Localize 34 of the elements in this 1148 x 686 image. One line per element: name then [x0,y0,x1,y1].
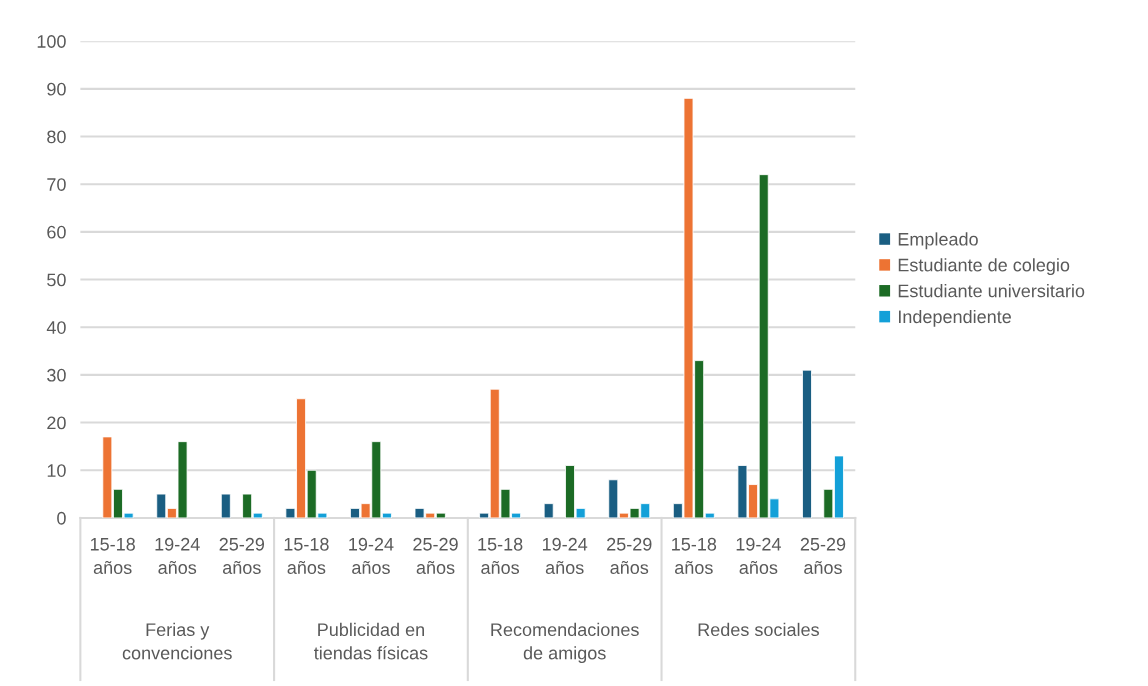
bar [802,369,812,518]
text: Recomendaciones de amigos [491,622,639,664]
legend-label: Estudiante universitario [898,284,1085,298]
legend-label: Empleado [898,232,978,250]
x-tick-label: 25-29 años [607,537,652,575]
x-tick-label: 15-18 años [90,537,135,575]
x-tick-label: 15-18 años [672,537,717,575]
text: Ferias y convenciones [122,622,232,660]
y-tick-label: 20 [47,416,66,430]
y-tick-label: 40 [46,321,66,334]
x-tick-label: 25-29 años [800,537,846,575]
x-tick-label: 25-29 años [219,537,265,575]
x-tick-label: 25-29 años [413,537,458,575]
y-tick-label: 70 [47,178,66,191]
bar [543,503,554,518]
x-tick-label: 19-24 años [736,537,781,575]
y-tick-label: 90 [47,82,66,96]
y-tick-label: 100 [37,35,66,48]
x-tick-label: 15-18 años [478,537,523,575]
x-tick-label: 19-24 años [349,537,394,575]
x-tick-label: 15-18 años [284,537,329,575]
bar [220,493,231,518]
x-tick-label: 19-24 años [542,537,588,575]
y-tick-label: 80 [47,130,66,144]
text: Redes sociales [698,622,819,637]
y-tick-label: 0 [57,511,66,525]
y-tick-label: 10 [47,464,66,477]
x-tick-label: 19-24 años [155,537,200,575]
text: Publicidad en tiendas físicas [314,622,428,660]
y-tick-label: 30 [47,368,66,382]
legend-label: Estudiante de colegio [898,258,1070,276]
y-tick-label: 60 [47,225,66,239]
legend-label: Independiente [898,309,1011,327]
y-tick-label: 50 [47,273,66,287]
